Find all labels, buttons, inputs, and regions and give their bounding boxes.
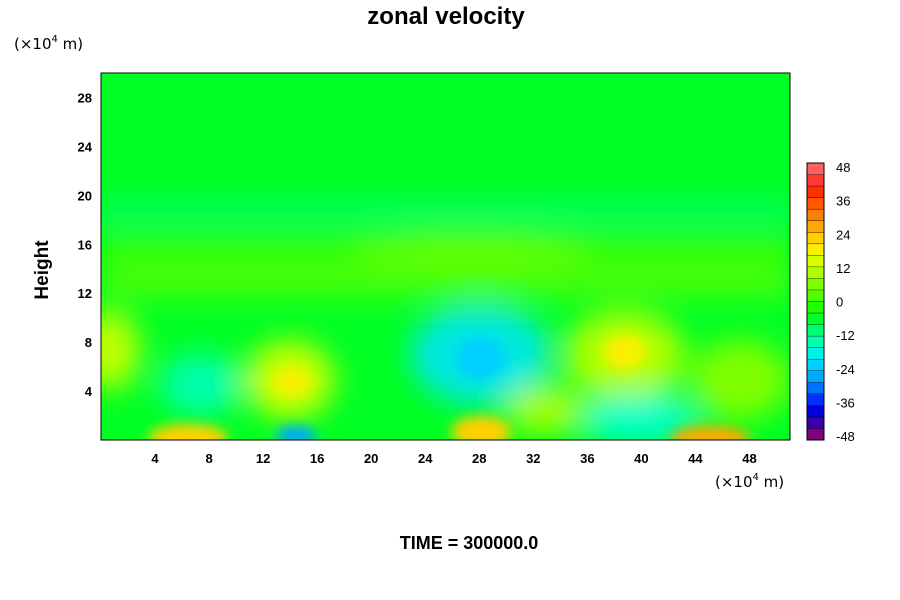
x-tick-label: 20 — [364, 451, 378, 466]
colorbar-frame — [806, 162, 825, 441]
x-tick-label: 12 — [256, 451, 270, 466]
colorbar-segment — [807, 359, 824, 372]
colorbar-segment — [807, 232, 824, 245]
colorbar-tick-label: -48 — [836, 429, 855, 444]
colorbar-tick-label: 24 — [836, 227, 850, 242]
colorbar-segment — [807, 382, 824, 395]
y-tick-label: 20 — [78, 188, 92, 203]
y-tick-label: 24 — [78, 139, 93, 154]
y-axis-label: Height — [32, 240, 53, 300]
chart-title: zonal velocity — [367, 3, 525, 30]
time-label: TIME = 300000.0 — [400, 533, 539, 553]
colorbar-segment — [807, 324, 824, 337]
colorbar-segment — [807, 313, 824, 326]
colorbar-tick-label: 0 — [836, 295, 843, 310]
x-tick-label: 32 — [526, 451, 540, 466]
colorbar-tick-labels: 48 36 24 12 0 -12 -24 -36 -48 — [836, 160, 855, 444]
colorbar-tick-label: -36 — [836, 395, 855, 410]
contour-cores — [148, 334, 750, 440]
plot-frame — [100, 72, 791, 441]
colorbar-segment — [807, 197, 824, 210]
colorbar-segment — [807, 209, 824, 222]
colorbar-tick-label: 12 — [836, 261, 850, 276]
colorbar-segment — [807, 289, 824, 302]
x-tick-label: 40 — [634, 451, 648, 466]
x-tick-label: 4 — [151, 451, 159, 466]
colorbar-segment — [807, 186, 824, 199]
colorbar-segment — [807, 405, 824, 418]
colorbar-segment — [807, 393, 824, 406]
colorbar-segment — [807, 428, 824, 441]
y-tick-label: 16 — [78, 237, 92, 252]
x-tick-labels: 4 8 12 16 20 24 28 32 36 40 44 48 — [151, 451, 756, 466]
colorbar-segment — [807, 220, 824, 233]
plot-area — [101, 73, 790, 440]
colorbar-tick-label: -24 — [836, 362, 855, 377]
y-tick-label: 28 — [78, 90, 92, 105]
x-tick-label: 36 — [580, 451, 594, 466]
colorbar-segment — [807, 243, 824, 256]
colorbar-tick-label: 48 — [836, 160, 850, 175]
x-tick-label: 28 — [472, 451, 486, 466]
x-tick-label: 16 — [310, 451, 324, 466]
colorbar-tick-label: -12 — [836, 328, 855, 343]
x-tick-label: 48 — [742, 451, 756, 466]
colorbar-segment — [807, 266, 824, 279]
y-tick-label: 8 — [85, 335, 92, 350]
colorbar-segment — [807, 370, 824, 383]
colorbar-segment — [807, 255, 824, 268]
x-unit-label: (×104 m) — [715, 472, 784, 491]
colorbar-segment — [807, 416, 824, 429]
x-tick-label: 24 — [418, 451, 433, 466]
x-tick-label: 8 — [205, 451, 212, 466]
colorbar — [806, 162, 825, 441]
colorbar-segment — [807, 174, 824, 187]
colorbar-tick-label: 36 — [836, 194, 850, 209]
y-tick-label: 4 — [85, 384, 93, 399]
colorbar-segment — [807, 163, 824, 176]
colorbar-segment — [807, 301, 824, 314]
y-tick-labels: 4 8 12 16 20 24 28 — [78, 90, 93, 399]
x-tick-label: 44 — [688, 451, 703, 466]
colorbar-segment — [807, 336, 824, 349]
y-tick-label: 12 — [78, 286, 92, 301]
y-unit-label: (×104 m) — [14, 34, 83, 53]
colorbar-segment — [807, 347, 824, 360]
colorbar-segment — [807, 278, 824, 291]
